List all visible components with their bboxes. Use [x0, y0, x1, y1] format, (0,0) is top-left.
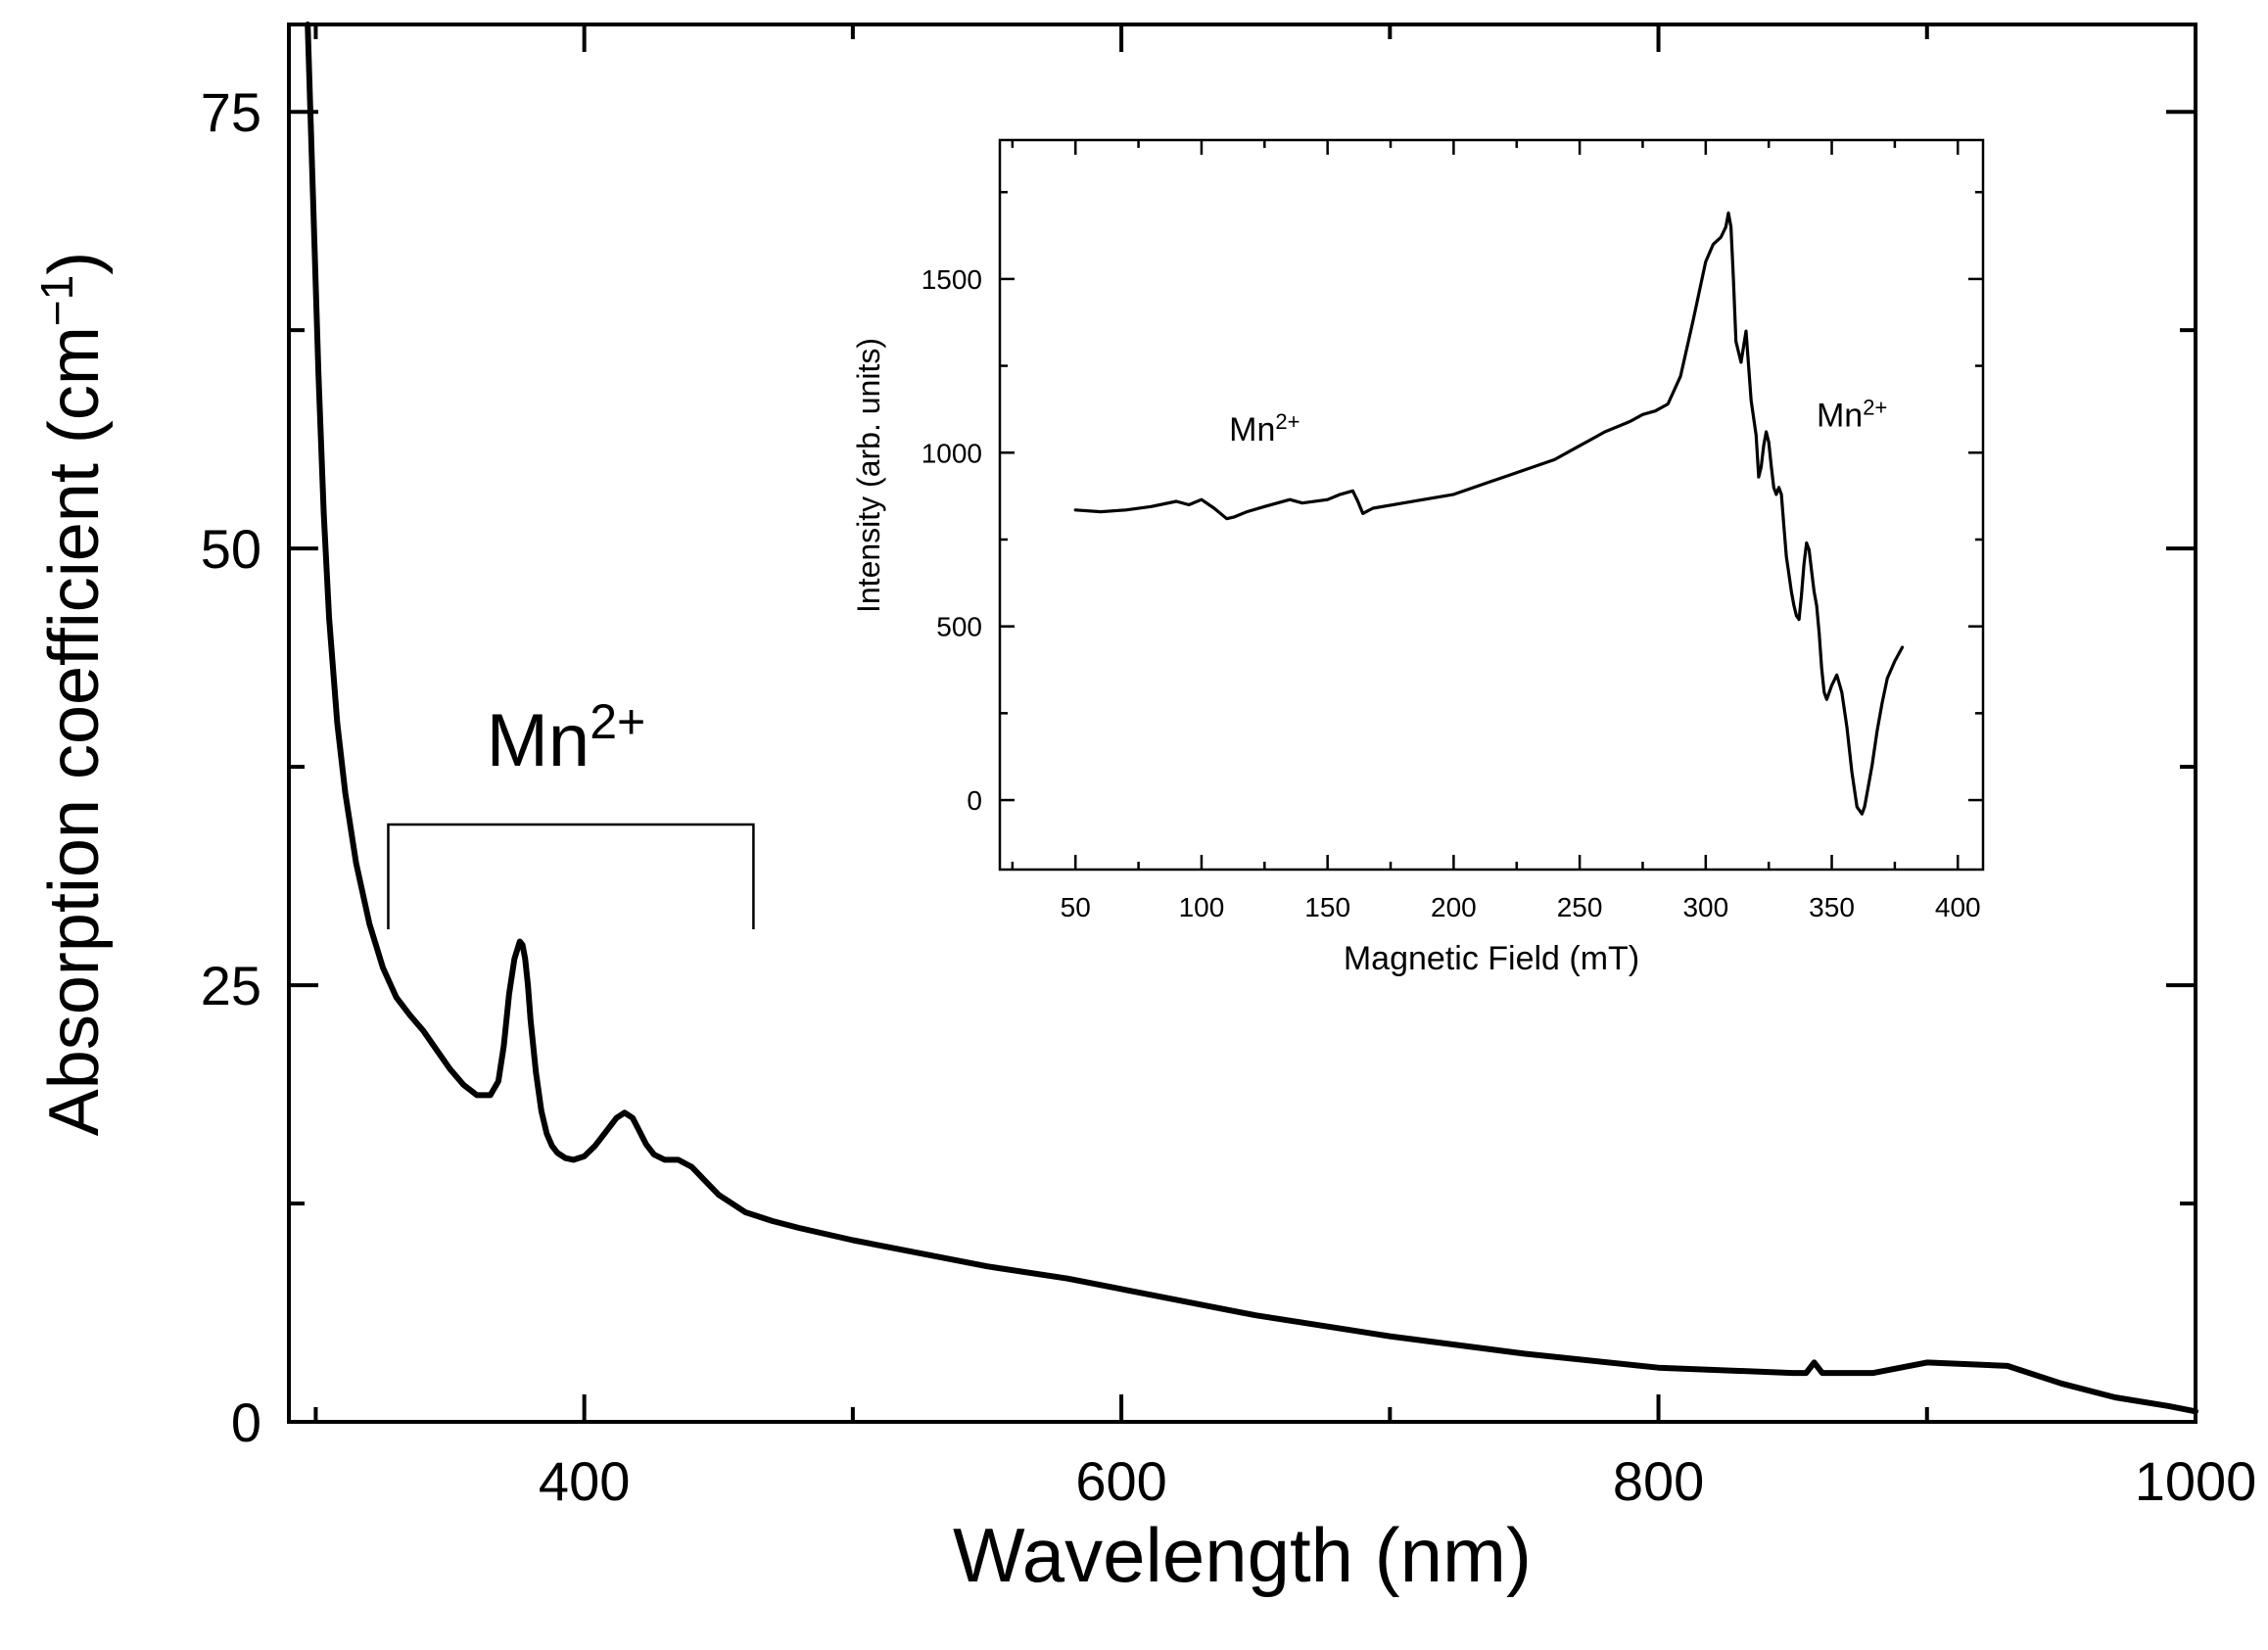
inset-y-tick-label: 0 — [967, 785, 982, 816]
inset-x-axis-label: Magnetic Field (mT) — [1344, 940, 1639, 977]
y-axis-label-close: ) — [35, 252, 114, 275]
x-tick-label: 800 — [1613, 1450, 1704, 1512]
inset-mn2-annotation-charge: 2+ — [1275, 408, 1299, 433]
inset-y-tick-label: 1500 — [921, 264, 982, 295]
x-tick-label: 400 — [539, 1450, 630, 1512]
inset-x-tick-label: 300 — [1682, 892, 1728, 922]
main-plot-frame — [287, 23, 2197, 1424]
epr-line — [1073, 211, 1905, 816]
y-tick-label: 50 — [201, 518, 261, 580]
inset-annotations: Mn2+ Mn2+ — [1229, 395, 1887, 448]
inset-mn2-annotation: Mn2+ — [1817, 395, 1887, 435]
inset-x-tick-label: 350 — [1809, 892, 1855, 922]
inset-background — [1000, 140, 1983, 870]
inset-y-tick-label: 1000 — [921, 438, 982, 468]
inset-x-tick-label: 400 — [1935, 892, 1981, 922]
inset-x-tick-label: 200 — [1431, 892, 1477, 922]
y-tick-label: 0 — [231, 1391, 261, 1453]
inset-plot-frame — [998, 138, 1985, 872]
inset-x-tick-label: 50 — [1061, 892, 1091, 922]
y-tick-label: 75 — [201, 81, 261, 143]
inset-x-tick-label: 250 — [1557, 892, 1603, 922]
y-axis-label-main: Absorption coefficient (cm — [35, 326, 114, 1136]
inset-mn2-annotation-base: Mn — [1229, 411, 1275, 448]
inset-y-tick-label: 500 — [936, 612, 982, 642]
x-tick-label: 1000 — [2135, 1450, 2257, 1512]
inset-mn2-annotation-charge: 2+ — [1863, 395, 1887, 419]
inset-tick-labels: 50 100 150 200 250 300 350 400 0 500 1000 1500 — [921, 264, 1981, 922]
inset-mn2-annotation: Mn2+ — [1229, 408, 1299, 448]
y-axis-label: Absorption coefficient (cm−1) — [31, 252, 114, 1137]
mn-bracket — [387, 823, 755, 929]
y-tick-label: 25 — [201, 955, 261, 1016]
inset-x-tick-label: 150 — [1304, 892, 1350, 922]
absorption-line — [305, 22, 2198, 1415]
inset-axis-ticks — [1000, 140, 1983, 870]
inset-x-tick-label: 100 — [1179, 892, 1225, 922]
mn2-annotation-charge: 2+ — [590, 694, 645, 749]
x-tick-label: 600 — [1075, 1450, 1166, 1512]
inset-y-axis-label: Intensity (arb. units) — [851, 338, 886, 613]
mn2-annotation-base: Mn — [487, 699, 591, 782]
mn2-annotation: Mn2+ — [487, 694, 646, 782]
x-axis-label: Wavelength (nm) — [953, 1512, 1532, 1598]
epr-inset-chart: 50 100 150 200 250 300 350 400 0 500 1000 1500 Magn… — [851, 138, 1985, 977]
inset-mn2-annotation-base: Mn — [1817, 398, 1863, 435]
y-axis-label-exponent: −1 — [31, 275, 82, 326]
